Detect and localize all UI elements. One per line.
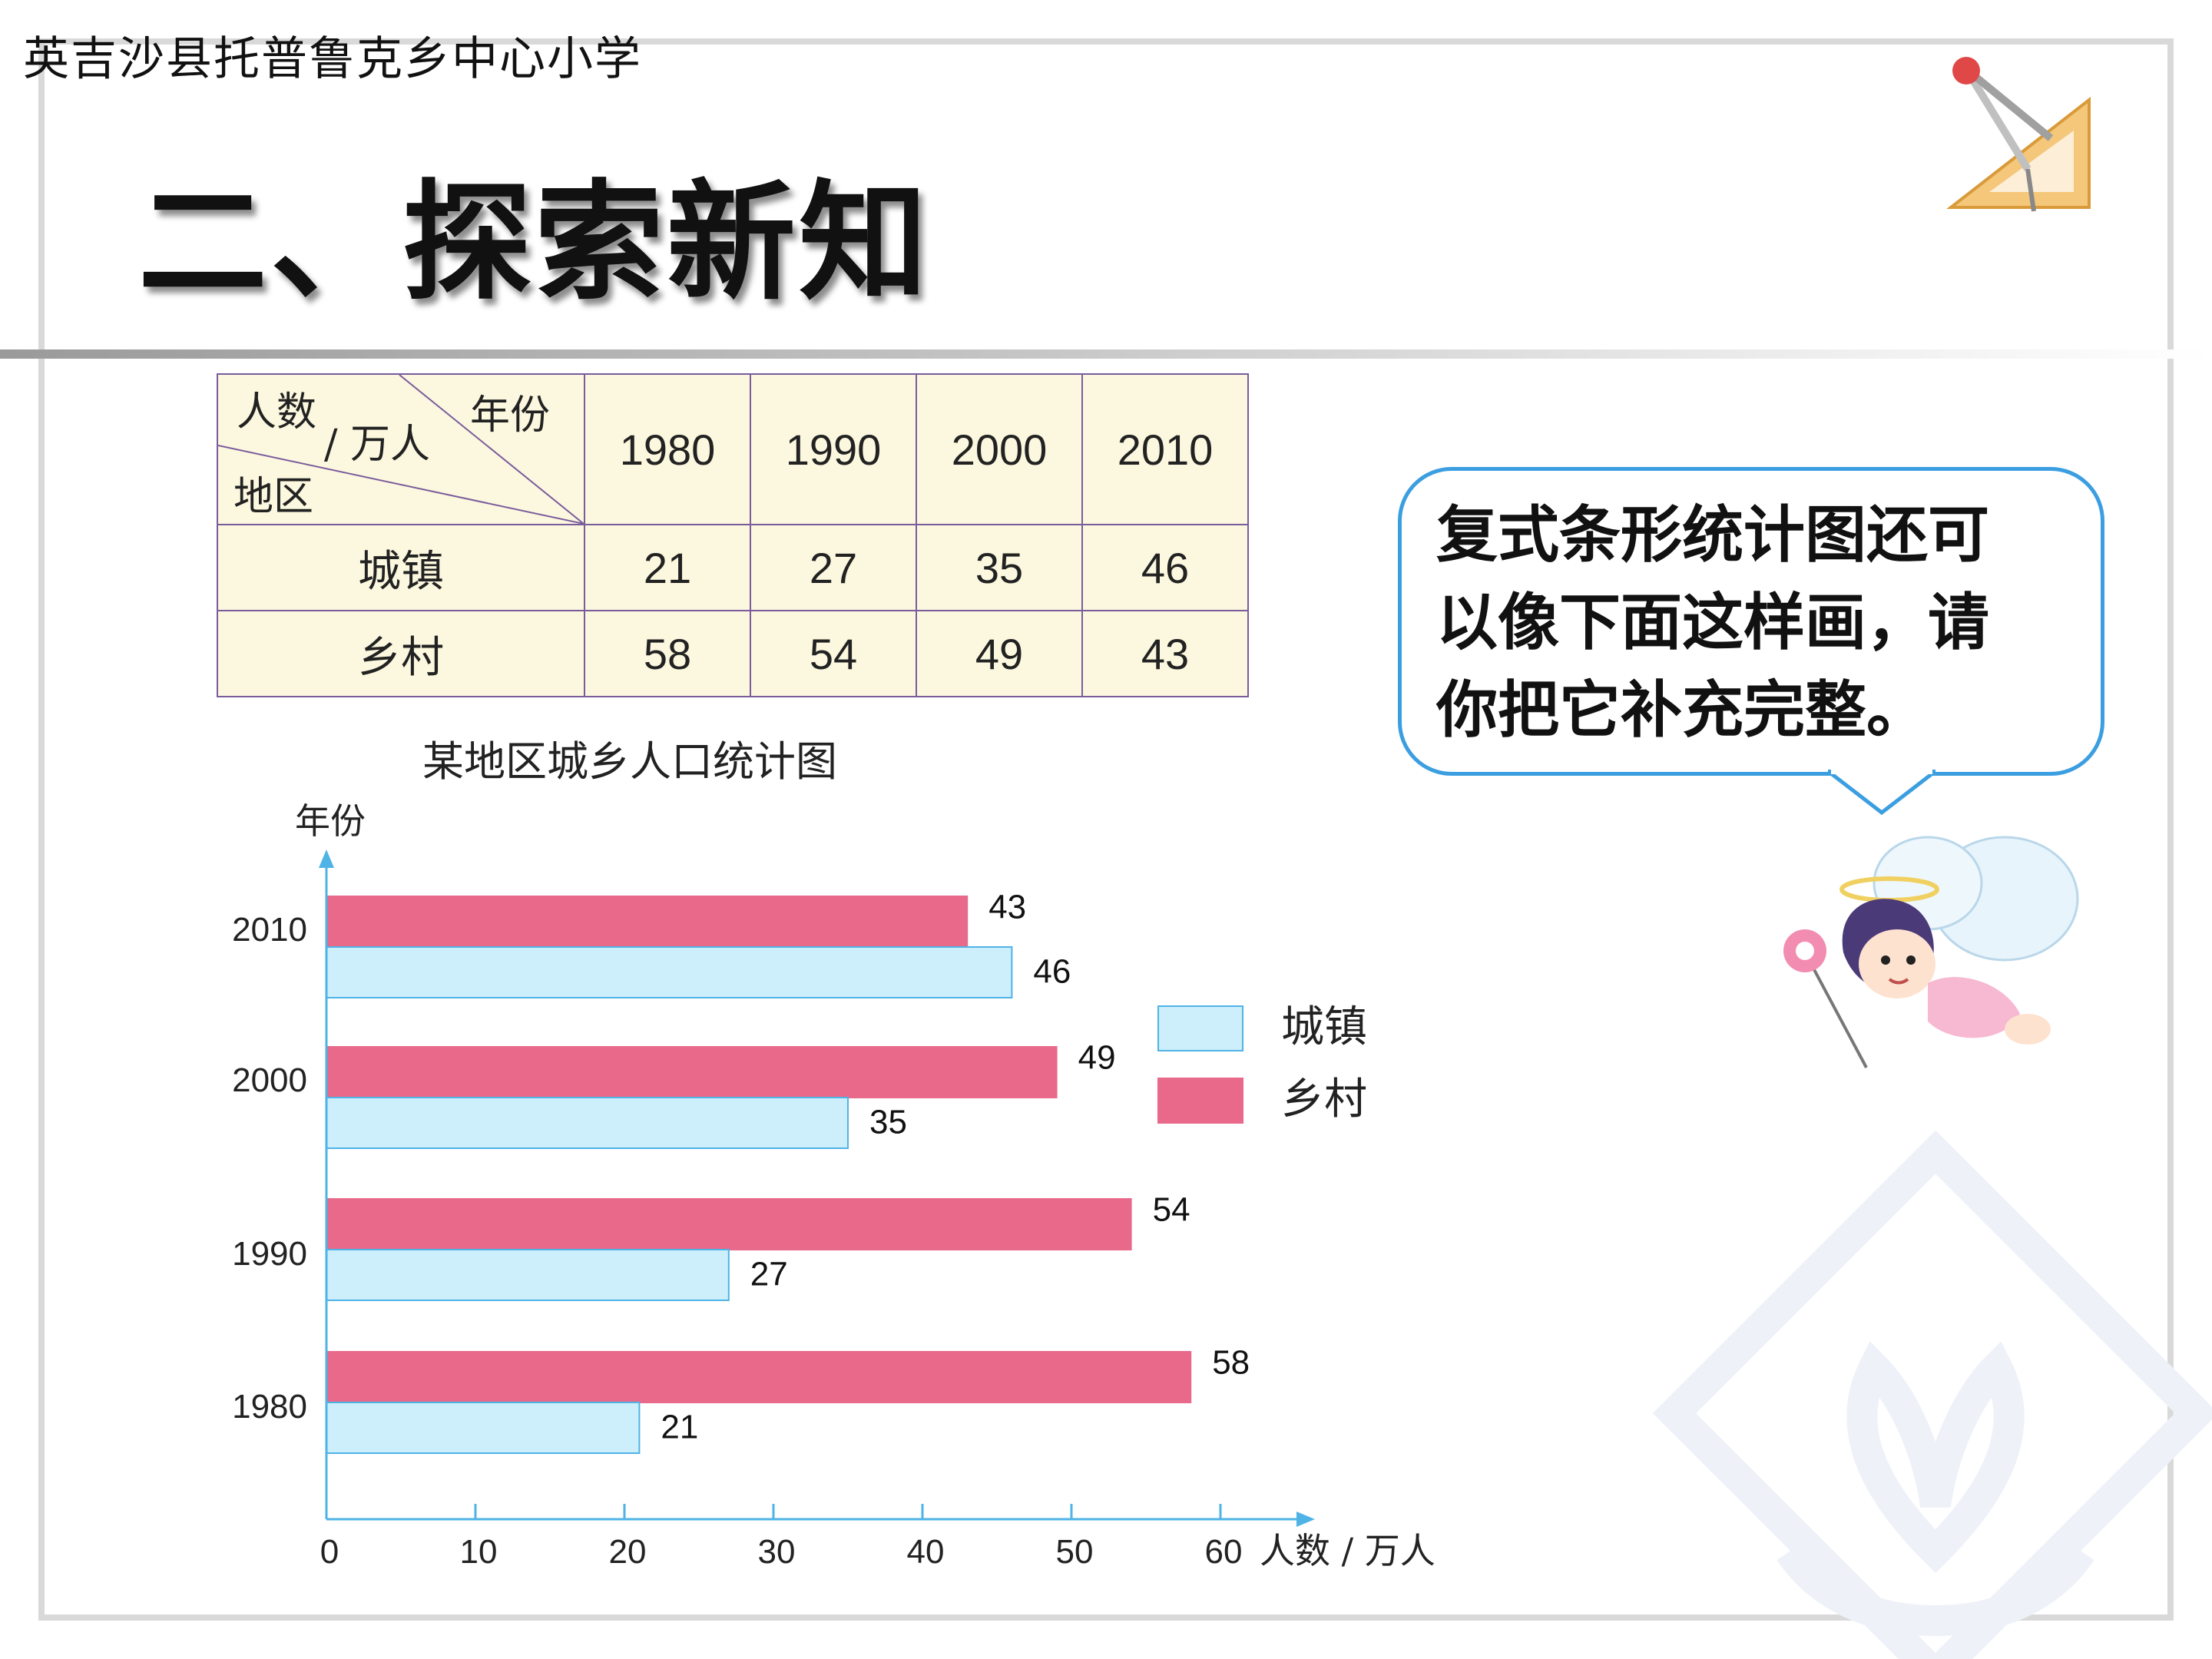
fairy-character-icon <box>1783 836 2079 1068</box>
bar-urban-1980 <box>326 1402 641 1454</box>
x-axis-label: 人数 / 万人 <box>1260 1530 1435 1571</box>
watermark-logo-icon <box>1652 1130 2212 1659</box>
slide-frame <box>38 38 2174 1621</box>
population-table: 人数 / 万人 年份 地区 1980 1990 2000 2010 城镇 21 … <box>217 373 1249 697</box>
legend-swatch <box>1157 1078 1243 1124</box>
x-axis-arrow-icon <box>1296 1512 1315 1527</box>
bar-rural-1980 <box>326 1351 1192 1403</box>
y-axis-arrow-icon <box>319 849 334 868</box>
bar-rural-2000 <box>326 1046 1058 1098</box>
table-cell: 21 <box>584 524 751 611</box>
x-tick-label: 10 <box>460 1533 498 1571</box>
chart-title: 某地区城乡人口统计图 <box>422 737 837 786</box>
y-axis-label: 年份 <box>295 800 366 842</box>
table-year-header: 1980 <box>584 373 751 525</box>
data-label: 35 <box>869 1104 907 1141</box>
bar-urban-1990 <box>326 1249 730 1301</box>
y-tick-label: 2000 <box>232 1061 307 1099</box>
bubble-line: 复式条形统计图还可 <box>1436 499 1989 571</box>
table-year-header: 2000 <box>916 373 1083 525</box>
page-title: 二、探索新知 <box>138 167 931 318</box>
data-label: 58 <box>1212 1344 1250 1382</box>
corner-count-label: 人数 <box>237 389 317 435</box>
data-label: 21 <box>661 1409 698 1446</box>
speech-bubble-text: 复式条形统计图还可 以像下面这样画，请 你把它补充完整。 <box>1436 492 2066 754</box>
y-tick-label: 1990 <box>232 1235 307 1273</box>
x-tick-label: 40 <box>907 1533 945 1571</box>
title-divider <box>0 349 2212 359</box>
table-cell: 54 <box>750 610 917 697</box>
legend-label: 城镇 <box>1281 1002 1367 1052</box>
school-name: 英吉沙县托普鲁克乡中心小学 <box>23 32 642 86</box>
data-label: 27 <box>750 1256 788 1293</box>
legend-swatch <box>1157 1005 1243 1051</box>
table-row-label: 乡村 <box>217 610 585 697</box>
table-corner-header: 人数 / 万人 年份 地区 <box>217 373 585 525</box>
corner-unit-label: / 万人 <box>324 422 431 468</box>
bar-rural-1990 <box>326 1198 1132 1250</box>
bar-urban-2010 <box>326 946 1013 998</box>
corner-year-label: 年份 <box>470 392 551 439</box>
x-tick-label: 20 <box>609 1533 647 1571</box>
speech-bubble-tail <box>1828 770 1936 816</box>
table-year-header: 2010 <box>1081 373 1249 525</box>
data-label: 46 <box>1033 953 1071 991</box>
table-year-header: 1990 <box>750 373 917 525</box>
bubble-line: 你把它补充完整。 <box>1436 674 1928 746</box>
geometry-tools-icon <box>1946 57 2091 212</box>
data-label: 49 <box>1078 1039 1116 1077</box>
table-cell: 27 <box>750 524 917 611</box>
table-cell: 35 <box>916 524 1083 611</box>
x-tick-label: 30 <box>758 1533 796 1571</box>
data-label: 54 <box>1153 1191 1190 1229</box>
bar-rural-2010 <box>326 896 969 948</box>
y-tick-label: 1980 <box>232 1388 307 1426</box>
x-tick-label: 60 <box>1205 1533 1243 1571</box>
x-tick-label: 0 <box>320 1533 339 1571</box>
table-cell: 49 <box>916 610 1083 697</box>
corner-diagonal-lines <box>218 375 584 524</box>
x-tick-label: 50 <box>1056 1533 1094 1571</box>
table-cell: 43 <box>1081 610 1249 697</box>
bar-urban-2000 <box>326 1097 849 1149</box>
legend-label: 乡村 <box>1281 1075 1367 1124</box>
speech-bubble <box>1398 467 2104 776</box>
table-row-label: 城镇 <box>217 524 585 611</box>
bubble-line: 以像下面这样画，请 <box>1436 587 1989 658</box>
y-tick-label: 2010 <box>232 911 307 949</box>
data-label: 43 <box>988 889 1026 926</box>
table-cell: 58 <box>584 610 751 697</box>
table-cell: 46 <box>1081 524 1249 611</box>
corner-region-label: 地区 <box>233 474 314 520</box>
